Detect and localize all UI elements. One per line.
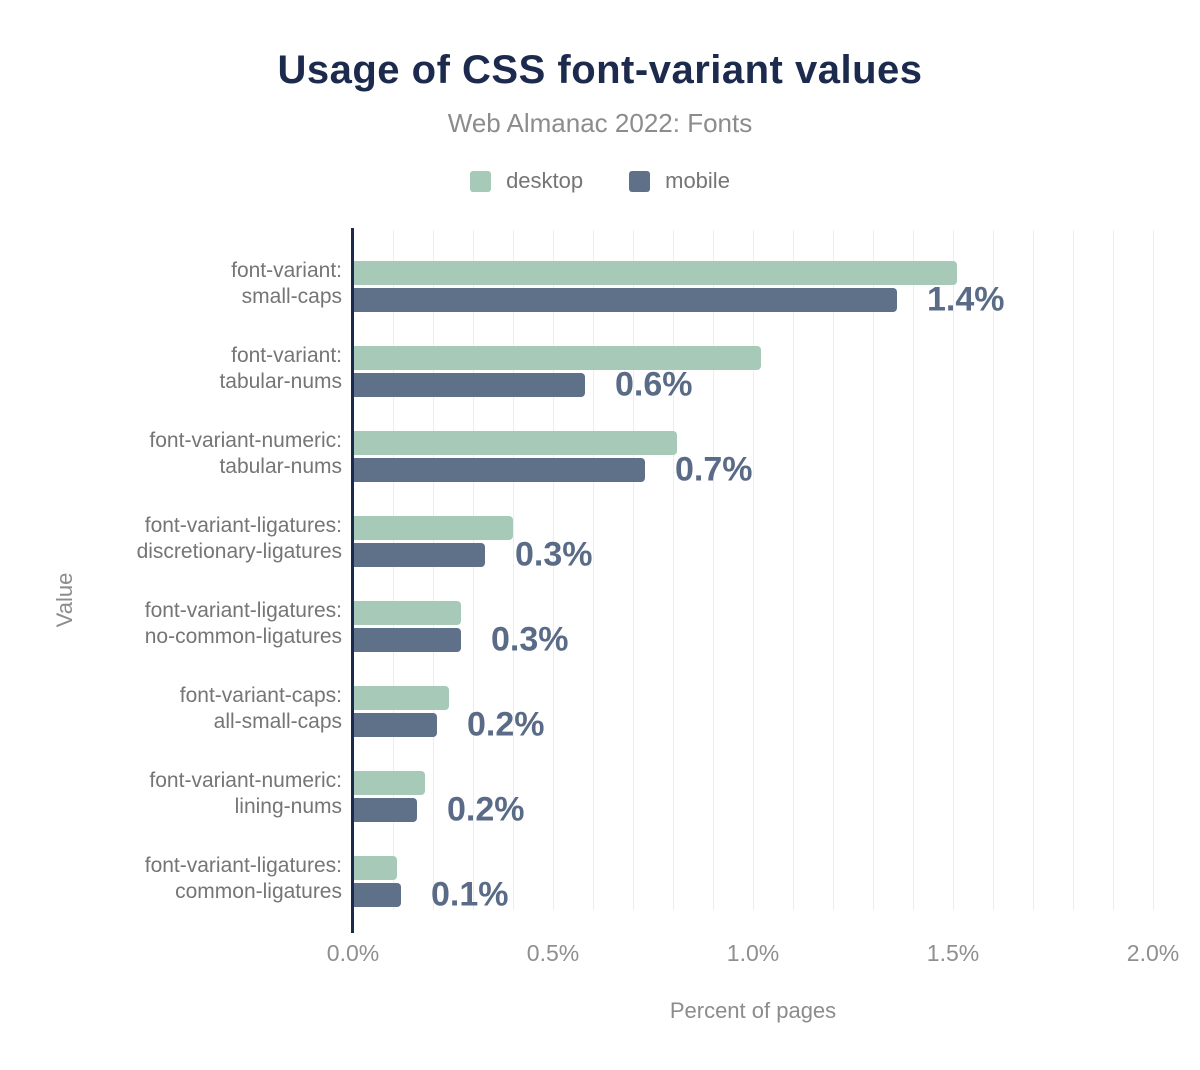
desktop-bar[interactable] [353, 261, 957, 285]
mobile-bar[interactable] [353, 628, 461, 652]
category-label-line: font-variant-numeric: [149, 429, 342, 452]
chart-title: Usage of CSS font-variant values [277, 48, 923, 92]
category-label-line: small-caps [241, 285, 342, 308]
gridline [993, 230, 994, 910]
mobile-bar[interactable] [353, 458, 645, 482]
gridline [673, 230, 674, 910]
bar-row: font-variant-ligatures: no-common-ligatur… [145, 570, 1153, 659]
category-label-line: font-variant: [231, 259, 342, 282]
desktop-bar[interactable] [353, 771, 425, 795]
bar-row: font-variant-numeric: lining-nums 0.2% [149, 740, 1153, 829]
desktop-bar[interactable] [353, 516, 513, 540]
category-label-line: font-variant-ligatures: [144, 514, 342, 537]
x-axis-ticks: 0.0% 0.5% 1.0% 1.5% 2.0% [327, 940, 1179, 970]
category-label-line: all-small-caps [213, 710, 342, 733]
mobile-bar[interactable] [353, 798, 417, 822]
value-label: 0.1% [431, 875, 509, 914]
category-label-line: tabular-nums [219, 455, 342, 478]
category-label-line: common-ligatures [175, 880, 342, 903]
legend-item-desktop[interactable]: desktop [470, 168, 583, 194]
legend-item-mobile[interactable]: mobile [629, 168, 730, 194]
desktop-bar[interactable] [353, 431, 677, 455]
gridline [953, 230, 954, 910]
bar-row: font-variant-caps: all-small-caps 0.2% [180, 655, 1153, 744]
gridline [793, 230, 794, 910]
desktop-bar[interactable] [353, 686, 449, 710]
mobile-bar[interactable] [353, 713, 437, 737]
legend-label: desktop [506, 168, 584, 193]
gridline [513, 230, 514, 910]
category-label: font-variant-numeric: lining-nums [149, 768, 342, 820]
x-tick-label: 0.5% [526, 940, 580, 966]
category-label: font-variant-ligatures: common-ligatures [145, 853, 342, 905]
category-label-line: font-variant-ligatures: [144, 854, 342, 877]
chart-subtitle: Web Almanac 2022: Fonts [447, 108, 753, 138]
category-label-line: font-variant-caps: [179, 684, 342, 707]
value-label: 1.4% [927, 280, 1005, 319]
legend-swatch-mobile [629, 170, 651, 192]
gridline [1033, 230, 1034, 910]
plot-area: font-variant: small-caps 1.4% font-variant:… [137, 230, 1154, 914]
category-label-line: tabular-nums [219, 370, 342, 393]
legend: desktop mobile [0, 168, 1200, 194]
bar-row: font-variant: tabular-nums 0.6% [219, 315, 1153, 404]
gridline [1153, 230, 1154, 910]
x-tick-label: 1.5% [926, 940, 980, 966]
x-axis-title: Percent of pages [669, 998, 837, 1023]
value-label: 0.7% [675, 450, 753, 489]
gridline [473, 230, 474, 910]
mobile-bar[interactable] [353, 543, 485, 567]
gridline [553, 230, 554, 910]
x-tick-label: 1.0% [726, 940, 780, 966]
mobile-bar[interactable] [353, 883, 401, 907]
value-label: 0.3% [491, 620, 569, 659]
gridline [1073, 230, 1074, 910]
category-label-line: font-variant-ligatures: [144, 599, 342, 622]
gridline [833, 230, 834, 910]
category-label-line: lining-nums [234, 795, 342, 818]
gridline [913, 230, 914, 910]
gridline [1113, 230, 1114, 910]
value-label: 0.2% [447, 790, 525, 829]
category-label: font-variant-caps: all-small-caps [180, 683, 342, 735]
category-label: font-variant: tabular-nums [219, 343, 342, 395]
mobile-bar[interactable] [353, 288, 897, 312]
legend-swatch-desktop [470, 170, 492, 192]
category-label-line: font-variant: [231, 344, 342, 367]
category-label-line: font-variant-numeric: [149, 769, 342, 792]
x-tick-label: 0.0% [326, 940, 380, 966]
gridline [753, 230, 754, 910]
legend-label: mobile [665, 168, 730, 193]
category-label: font-variant: small-caps [231, 258, 342, 310]
category-label-line: no-common-ligatures [144, 625, 342, 648]
desktop-bar[interactable] [353, 346, 761, 370]
desktop-bar[interactable] [353, 601, 461, 625]
value-label: 0.6% [615, 365, 693, 404]
bar-row: font-variant-ligatures: common-ligatures 0… [145, 825, 1153, 914]
gridline [393, 230, 394, 910]
category-label: font-variant-numeric: tabular-nums [149, 428, 342, 480]
gridline [873, 230, 874, 910]
bar-row: font-variant-ligatures: discretionary-lig… [137, 485, 1153, 574]
gridline [633, 230, 634, 910]
gridline [593, 230, 594, 910]
x-tick-label: 2.0% [1126, 940, 1180, 966]
mobile-bar[interactable] [353, 373, 585, 397]
value-label: 0.3% [515, 535, 593, 574]
bar-row: font-variant-numeric: tabular-nums 0.7% [149, 400, 1153, 489]
desktop-bar[interactable] [353, 856, 397, 880]
gridline [433, 230, 434, 910]
gridline [713, 230, 714, 910]
y-axis-line [351, 228, 354, 933]
value-label: 0.2% [467, 705, 545, 744]
bar-row: font-variant: small-caps 1.4% [231, 230, 1153, 319]
y-axis-title: Value [52, 572, 77, 628]
category-label-line: discretionary-ligatures [136, 540, 342, 563]
category-label: font-variant-ligatures: no-common-ligatur… [145, 598, 342, 650]
category-label: font-variant-ligatures: discretionary-lig… [137, 513, 342, 565]
